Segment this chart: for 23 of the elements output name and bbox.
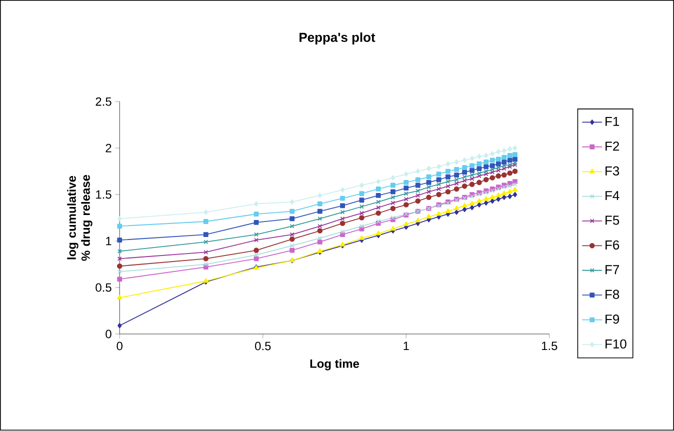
y-tick-label: 1.5 xyxy=(96,190,112,199)
legend-label: F4 xyxy=(606,191,620,200)
legend-label: F7 xyxy=(606,265,619,274)
chart-title: Peppa's plot xyxy=(300,32,376,45)
legend-label: F6 xyxy=(606,240,620,250)
y-tick-label: 2 xyxy=(106,144,112,152)
y-axis-title: log cumulative % drug release xyxy=(67,175,92,261)
x-tick-label: 1.5 xyxy=(542,342,558,350)
legend-label: F9 xyxy=(606,314,620,324)
x-tick-label: 0 xyxy=(116,342,122,350)
legend-label: F5 xyxy=(606,216,620,226)
legend-label: F1 xyxy=(606,117,620,126)
legend-label: F8 xyxy=(606,290,620,300)
y-tick-label: 0 xyxy=(106,330,112,338)
legend-label: F3 xyxy=(606,166,620,176)
x-tick-label: 1 xyxy=(404,342,409,350)
legend-label: F10 xyxy=(606,340,626,349)
x-tick-label: 0.5 xyxy=(255,342,271,350)
x-axis-title: Log time xyxy=(310,359,360,371)
y-tick-label: 0.5 xyxy=(96,283,112,292)
legend-label: F2 xyxy=(606,142,619,151)
y-tick-label: 1 xyxy=(106,237,112,246)
y-tick-label: 2.5 xyxy=(96,98,112,106)
